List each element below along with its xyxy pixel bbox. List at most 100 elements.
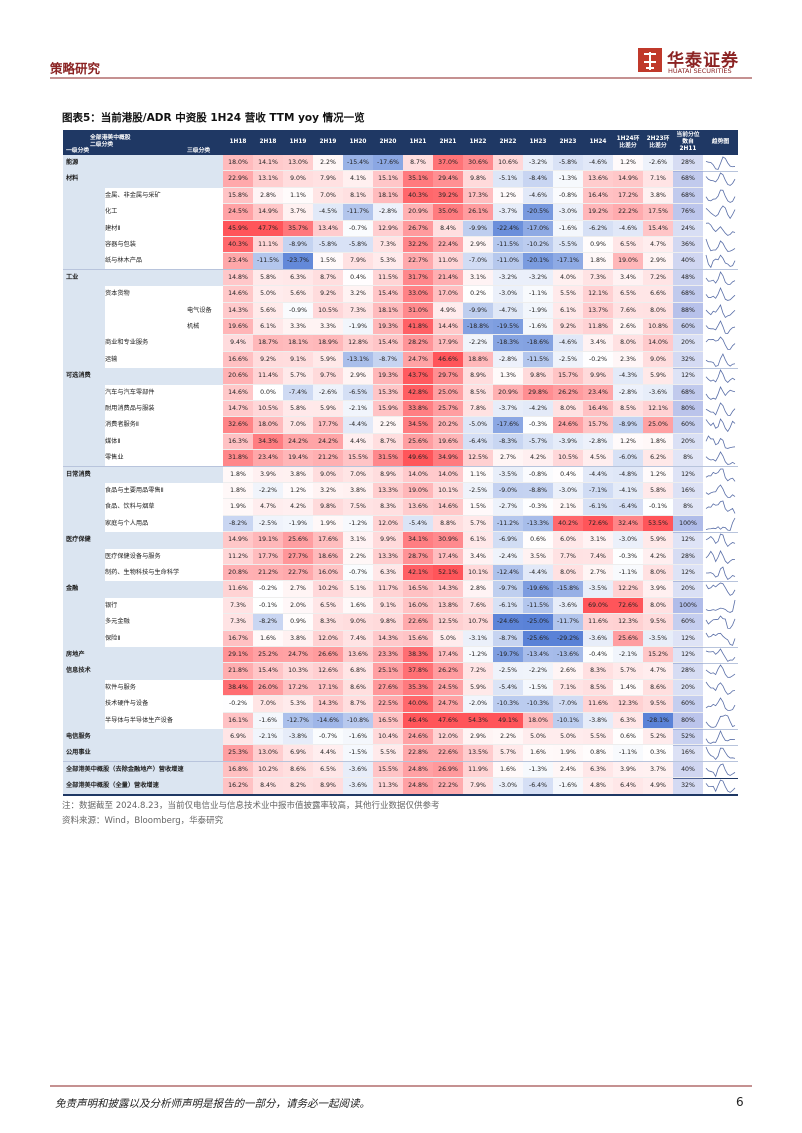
value-cell: 24%	[673, 220, 703, 237]
value-cell: 12.0%	[313, 630, 343, 647]
row-band	[63, 319, 105, 336]
value-cell: 26.7%	[403, 220, 433, 237]
value-cell: -5.5%	[553, 237, 583, 254]
value-cell: 22.6%	[403, 614, 433, 631]
trend-sparkline	[705, 369, 736, 384]
trend-line	[705, 222, 736, 236]
value-cell: -1.6%	[553, 778, 583, 795]
value-cell: 1.8%	[223, 466, 253, 483]
value-cell: 24.2%	[283, 433, 313, 451]
value-cell: 1.6%	[253, 630, 283, 647]
trend-line	[705, 664, 736, 679]
value-cell: 18.1%	[283, 335, 313, 352]
value-cell: 10.4%	[373, 729, 403, 746]
value-cell: 33.8%	[403, 401, 433, 418]
value-cell: -17.6%	[373, 155, 403, 172]
trend-line	[705, 205, 736, 220]
value-cell: 16.1%	[223, 712, 253, 729]
value-cell: 19.2%	[583, 204, 613, 221]
trend-line	[705, 385, 736, 400]
value-cell: 68%	[673, 171, 703, 188]
value-cell: 7.3%	[223, 597, 253, 615]
level2-label: 汽车与汽车零部件	[105, 388, 155, 396]
value-cell: 8.1%	[343, 187, 373, 205]
value-cell: 4.2%	[283, 499, 313, 516]
trend-sparkline	[705, 599, 736, 613]
value-cell: 15.6%	[403, 630, 433, 647]
value-cell: -2.5%	[553, 351, 583, 369]
value-cell: -13.4%	[523, 647, 553, 664]
row-band	[63, 663, 223, 680]
value-cell: 24.7%	[433, 696, 463, 713]
trend-line	[705, 697, 736, 711]
header-cell: 2H21	[433, 130, 463, 155]
trend-sparkline	[705, 254, 736, 269]
value-cell: 88%	[673, 302, 703, 319]
value-cell: 12.8%	[343, 335, 373, 352]
value-cell: 21.2%	[313, 450, 343, 467]
value-cell: 68%	[673, 286, 703, 303]
value-cell: 25.7%	[433, 401, 463, 418]
value-cell: 17.4%	[433, 647, 463, 664]
value-cell: 16.6%	[223, 351, 253, 369]
value-cell: -0.3%	[523, 417, 553, 434]
value-cell: 20.9%	[403, 204, 433, 221]
value-cell: 12.0%	[373, 515, 403, 533]
value-cell: 5.9%	[313, 351, 343, 369]
value-cell: -3.6%	[643, 384, 673, 401]
value-cell: -2.2%	[253, 483, 283, 500]
trend-line	[705, 303, 736, 318]
value-cell: -0.7%	[343, 565, 373, 582]
value-cell: 7.8%	[463, 401, 493, 418]
row-band	[63, 614, 105, 631]
value-cell: 12.0%	[433, 729, 463, 746]
value-cell: 0.6%	[523, 532, 553, 549]
value-cell: -8.8%	[523, 483, 553, 500]
value-cell: 0.6%	[613, 729, 643, 746]
level2-label: 食品与主要用品零售Ⅱ	[105, 487, 164, 494]
value-cell: 40%	[673, 253, 703, 270]
value-cell: 8.8%	[433, 515, 463, 533]
value-cell: 22.2%	[613, 204, 643, 221]
value-cell: -3.9%	[553, 433, 583, 451]
level1-label: 金融	[66, 585, 79, 593]
value-cell: 37.0%	[433, 155, 463, 172]
value-cell: 7.6%	[463, 597, 493, 615]
value-cell: 52%	[673, 729, 703, 746]
value-cell: 2.3%	[613, 351, 643, 369]
row-band	[63, 269, 223, 287]
value-cell: 4.4%	[313, 745, 343, 762]
value-cell: 3.8%	[343, 483, 373, 500]
value-cell: 3.9%	[643, 581, 673, 598]
value-cell: 3.4%	[613, 269, 643, 287]
value-cell: 9.2%	[253, 351, 283, 369]
value-cell: 8.0%	[643, 597, 673, 615]
level1-label: 信息技术	[66, 667, 91, 675]
value-cell: 5.5%	[553, 286, 583, 303]
value-cell: 5.9%	[313, 401, 343, 418]
level2-label: 软件与服务	[105, 683, 136, 691]
value-cell: 9.0%	[343, 614, 373, 631]
value-cell: 14.9%	[613, 171, 643, 188]
value-cell: -6.4%	[523, 778, 553, 795]
value-cell: -0.7%	[313, 729, 343, 746]
value-cell: -1.1%	[523, 286, 553, 303]
value-cell: 60%	[673, 614, 703, 631]
trend-sparkline	[705, 402, 736, 416]
value-cell: 20%	[673, 679, 703, 697]
value-cell: 13.1%	[253, 171, 283, 188]
value-cell: 5.7%	[613, 663, 643, 680]
value-cell: -0.7%	[343, 220, 373, 237]
value-cell: 49.6%	[403, 450, 433, 467]
value-cell: 18.8%	[463, 351, 493, 369]
value-cell: -2.5%	[253, 515, 283, 533]
table-rule	[63, 794, 738, 796]
value-cell: 30.6%	[463, 155, 493, 172]
value-cell: 26.9%	[433, 761, 463, 779]
value-cell: 34.1%	[403, 532, 433, 549]
value-cell: -0.1%	[253, 597, 283, 615]
row-band	[63, 729, 223, 746]
value-cell: 21.2%	[253, 565, 283, 582]
value-cell: 3.2%	[313, 483, 343, 500]
value-cell: -28.1%	[643, 712, 673, 729]
